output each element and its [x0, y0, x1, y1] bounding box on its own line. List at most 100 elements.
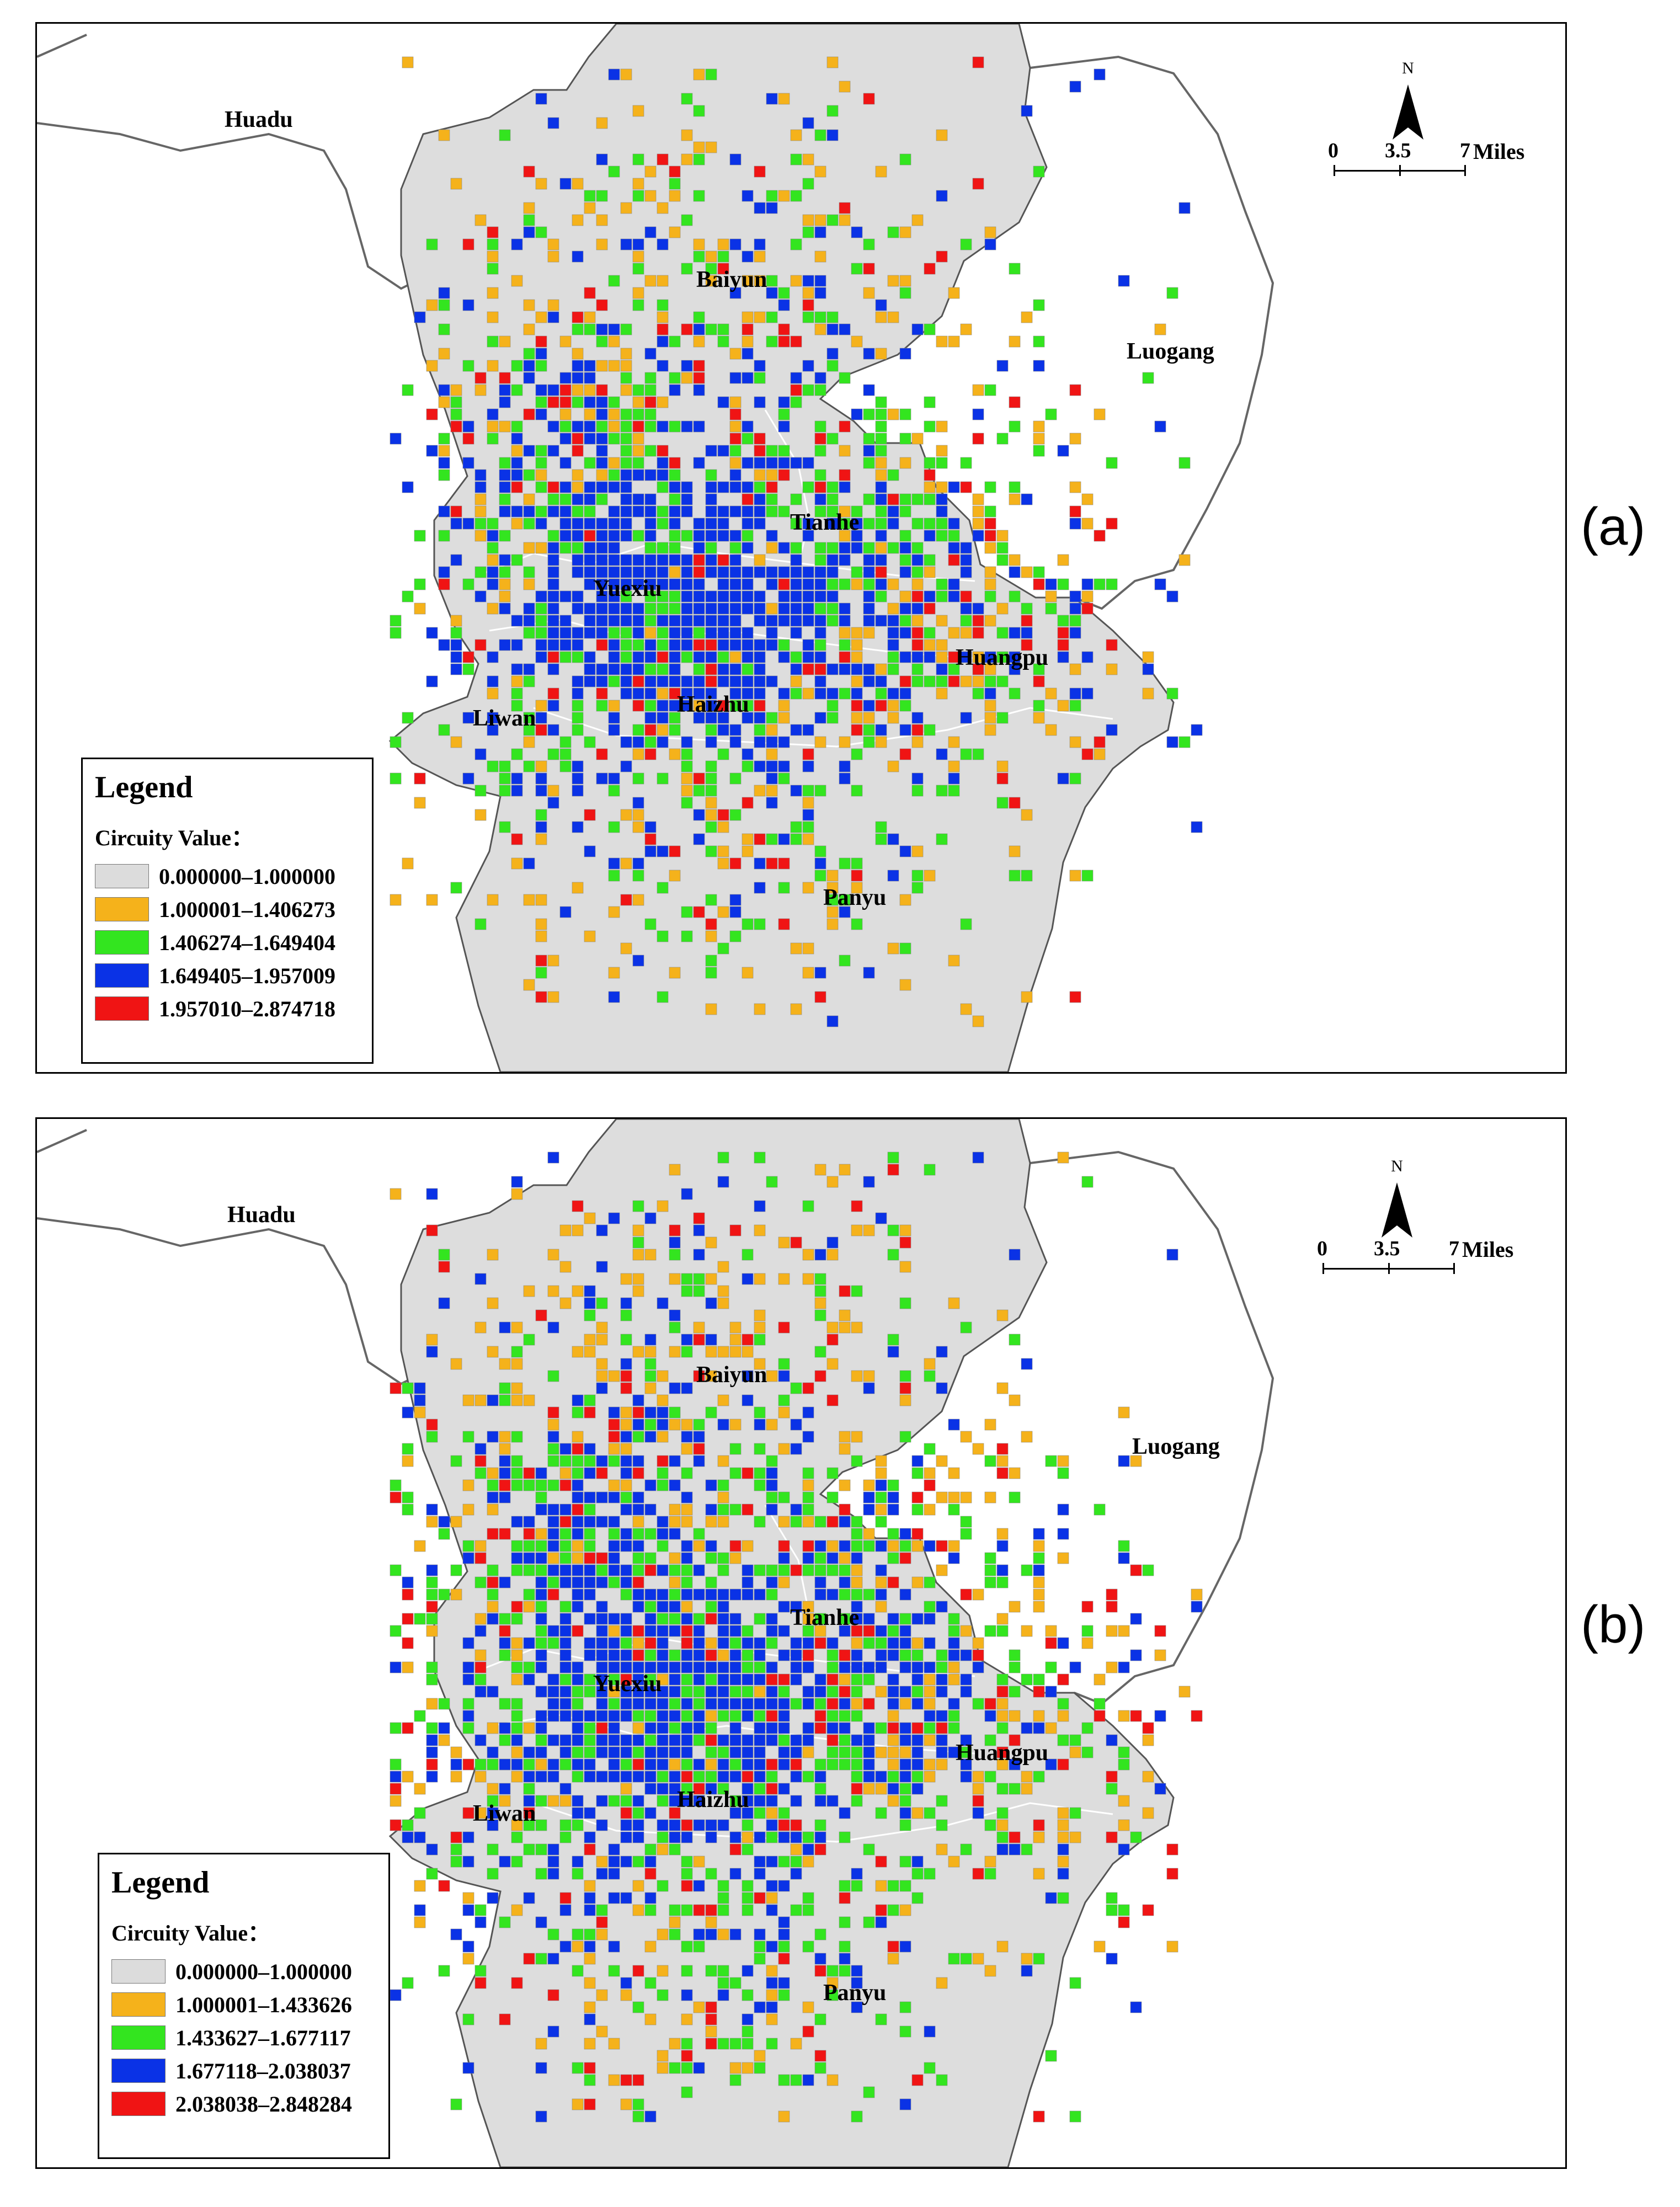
grid-cell — [839, 1504, 851, 1516]
grid-cell — [924, 263, 936, 275]
grid-cell — [390, 1771, 402, 1783]
grid-cell — [535, 772, 547, 785]
grid-cell — [402, 1576, 414, 1588]
grid-cell — [596, 1710, 608, 1722]
grid-cell — [778, 1734, 790, 1746]
grid-cell — [1033, 675, 1045, 687]
grid-cell — [814, 991, 826, 1003]
grid-cell — [766, 1176, 778, 1188]
grid-cell — [851, 1576, 863, 1588]
grid-cell — [462, 433, 474, 445]
grid-cell — [717, 1783, 729, 1795]
grid-cell — [826, 1746, 839, 1758]
grid-cell — [705, 1601, 717, 1613]
grid-cell — [535, 505, 547, 518]
grid-cell — [474, 1673, 487, 1686]
grid-cell — [754, 445, 766, 457]
grid-cell — [863, 1722, 875, 1734]
grid-cell — [632, 554, 644, 566]
grid-cell — [523, 1540, 535, 1552]
grid-cell — [450, 1455, 462, 1467]
grid-cell — [657, 481, 669, 493]
grid-cell — [693, 311, 705, 323]
grid-cell — [644, 1601, 657, 1613]
grid-cell — [632, 1431, 644, 1443]
grid-cell — [474, 1965, 487, 1977]
grid-cell — [778, 1819, 790, 1831]
grid-cell — [1166, 590, 1178, 603]
grid-cell — [778, 603, 790, 615]
grid-cell — [863, 1783, 875, 1795]
grid-cell — [657, 1431, 669, 1443]
grid-cell — [620, 942, 632, 955]
grid-cell — [778, 287, 790, 299]
grid-cell — [632, 1831, 644, 1843]
grid-cell — [729, 566, 742, 578]
grid-cell — [608, 481, 620, 493]
grid-cell — [584, 202, 596, 214]
grid-cell — [802, 797, 814, 809]
grid-cell — [839, 1443, 851, 1455]
grid-cell — [584, 1686, 596, 1698]
grid-cell — [996, 797, 1009, 809]
grid-cell — [644, 190, 657, 202]
grid-cell — [1057, 1807, 1069, 1819]
grid-cell — [511, 481, 523, 493]
grid-cell — [657, 687, 669, 700]
grid-cell — [705, 1965, 717, 1977]
grid-cell — [802, 1856, 814, 1868]
grid-cell — [996, 712, 1009, 724]
grid-cell — [766, 1904, 778, 1916]
grid-cell — [511, 1819, 523, 1831]
grid-cell — [887, 639, 899, 651]
grid-cell — [778, 1649, 790, 1661]
grid-cell — [705, 1588, 717, 1601]
grid-cell — [754, 1273, 766, 1285]
grid-cell — [681, 1880, 693, 1892]
grid-cell — [875, 505, 887, 518]
grid-cell — [1057, 1528, 1069, 1540]
grid-cell — [705, 615, 717, 627]
grid-cell — [559, 627, 572, 639]
grid-cell — [644, 1431, 657, 1443]
grid-cell — [572, 724, 584, 736]
grid-cell — [863, 1479, 875, 1491]
grid-cell — [474, 1771, 487, 1783]
grid-cell — [657, 1831, 669, 1843]
grid-cell — [632, 1249, 644, 1261]
grid-cell — [717, 578, 729, 590]
grid-cell — [766, 1722, 778, 1734]
grid-cell — [632, 238, 644, 250]
grid-cell — [572, 1856, 584, 1868]
grid-cell — [754, 1321, 766, 1334]
grid-cell — [705, 1297, 717, 1309]
grid-cell — [632, 1236, 644, 1249]
grid-cell — [778, 505, 790, 518]
grid-cell — [899, 942, 911, 955]
grid-cell — [814, 445, 826, 457]
grid-cell — [535, 809, 547, 821]
grid-cell — [535, 1576, 547, 1588]
grid-cell — [960, 542, 972, 554]
grid-cell — [717, 663, 729, 675]
grid-cell — [705, 1916, 717, 1928]
grid-cell — [644, 1746, 657, 1758]
grid-cell — [839, 906, 851, 918]
grid-cell — [887, 1576, 899, 1588]
grid-cell — [535, 833, 547, 845]
grid-cell — [681, 1783, 693, 1795]
grid-cell — [887, 1722, 899, 1734]
grid-cell — [511, 857, 523, 870]
grid-cell — [948, 1552, 960, 1564]
grid-cell — [1009, 1601, 1021, 1613]
grid-cell — [754, 554, 766, 566]
grid-cell — [487, 1868, 499, 1880]
grid-cell — [875, 1661, 887, 1673]
grid-cell — [608, 275, 620, 287]
grid-cell — [863, 566, 875, 578]
grid-cell — [899, 2025, 911, 2038]
grid-cell — [790, 275, 802, 287]
grid-cell — [717, 1588, 729, 1601]
grid-cell — [632, 1686, 644, 1698]
grid-cell — [972, 505, 984, 518]
